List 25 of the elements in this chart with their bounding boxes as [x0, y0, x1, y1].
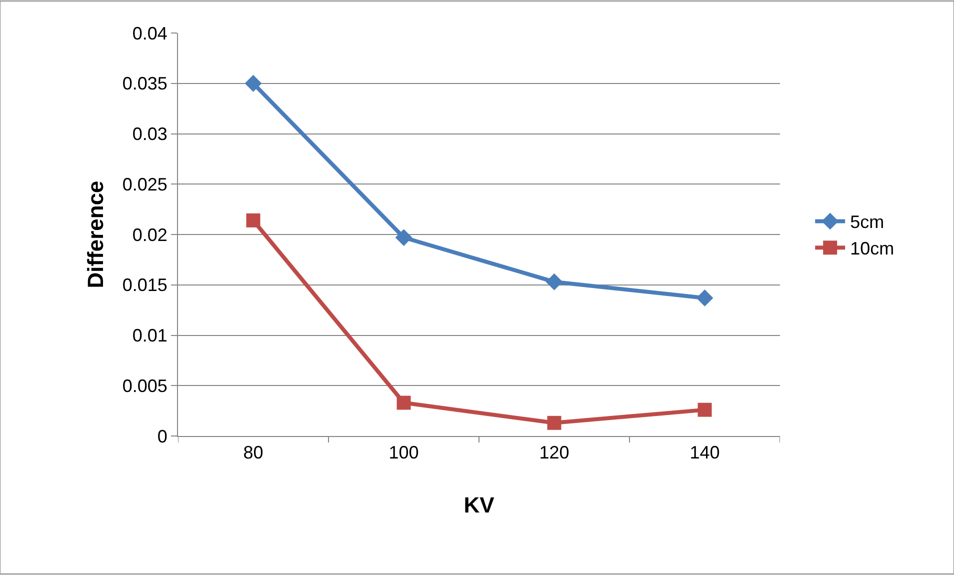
- point: [696, 290, 714, 306]
- point: [546, 273, 563, 290]
- point: [395, 229, 412, 246]
- legend-label: 10cm: [850, 238, 894, 259]
- point: [547, 416, 562, 430]
- legend-label: 5cm: [850, 212, 884, 232]
- y-tick-label: 0.035: [122, 74, 168, 94]
- y-tick-label: 0.01: [132, 326, 168, 346]
- point: [246, 213, 260, 228]
- x-tick-label: 120: [539, 442, 570, 463]
- y-tick-label: 0: [157, 426, 168, 446]
- point: [396, 396, 411, 410]
- y-tick-label: 0.02: [132, 224, 168, 245]
- y-tick-label: 0.005: [122, 376, 168, 396]
- y-tick-label: 0.03: [132, 124, 168, 144]
- x-tick-label: 140: [690, 442, 720, 463]
- point: [698, 402, 712, 417]
- y-tick-label: 0.015: [122, 275, 168, 296]
- point: [244, 74, 262, 92]
- y-tick-label: 0.04: [132, 23, 168, 44]
- x-axis-title: KV: [464, 492, 495, 518]
- x-tick-label: 100: [388, 442, 419, 463]
- y-tick-label: 0.025: [122, 174, 168, 194]
- x-tick-label: 80: [243, 442, 264, 463]
- y-axis-title: Difference: [83, 180, 108, 288]
